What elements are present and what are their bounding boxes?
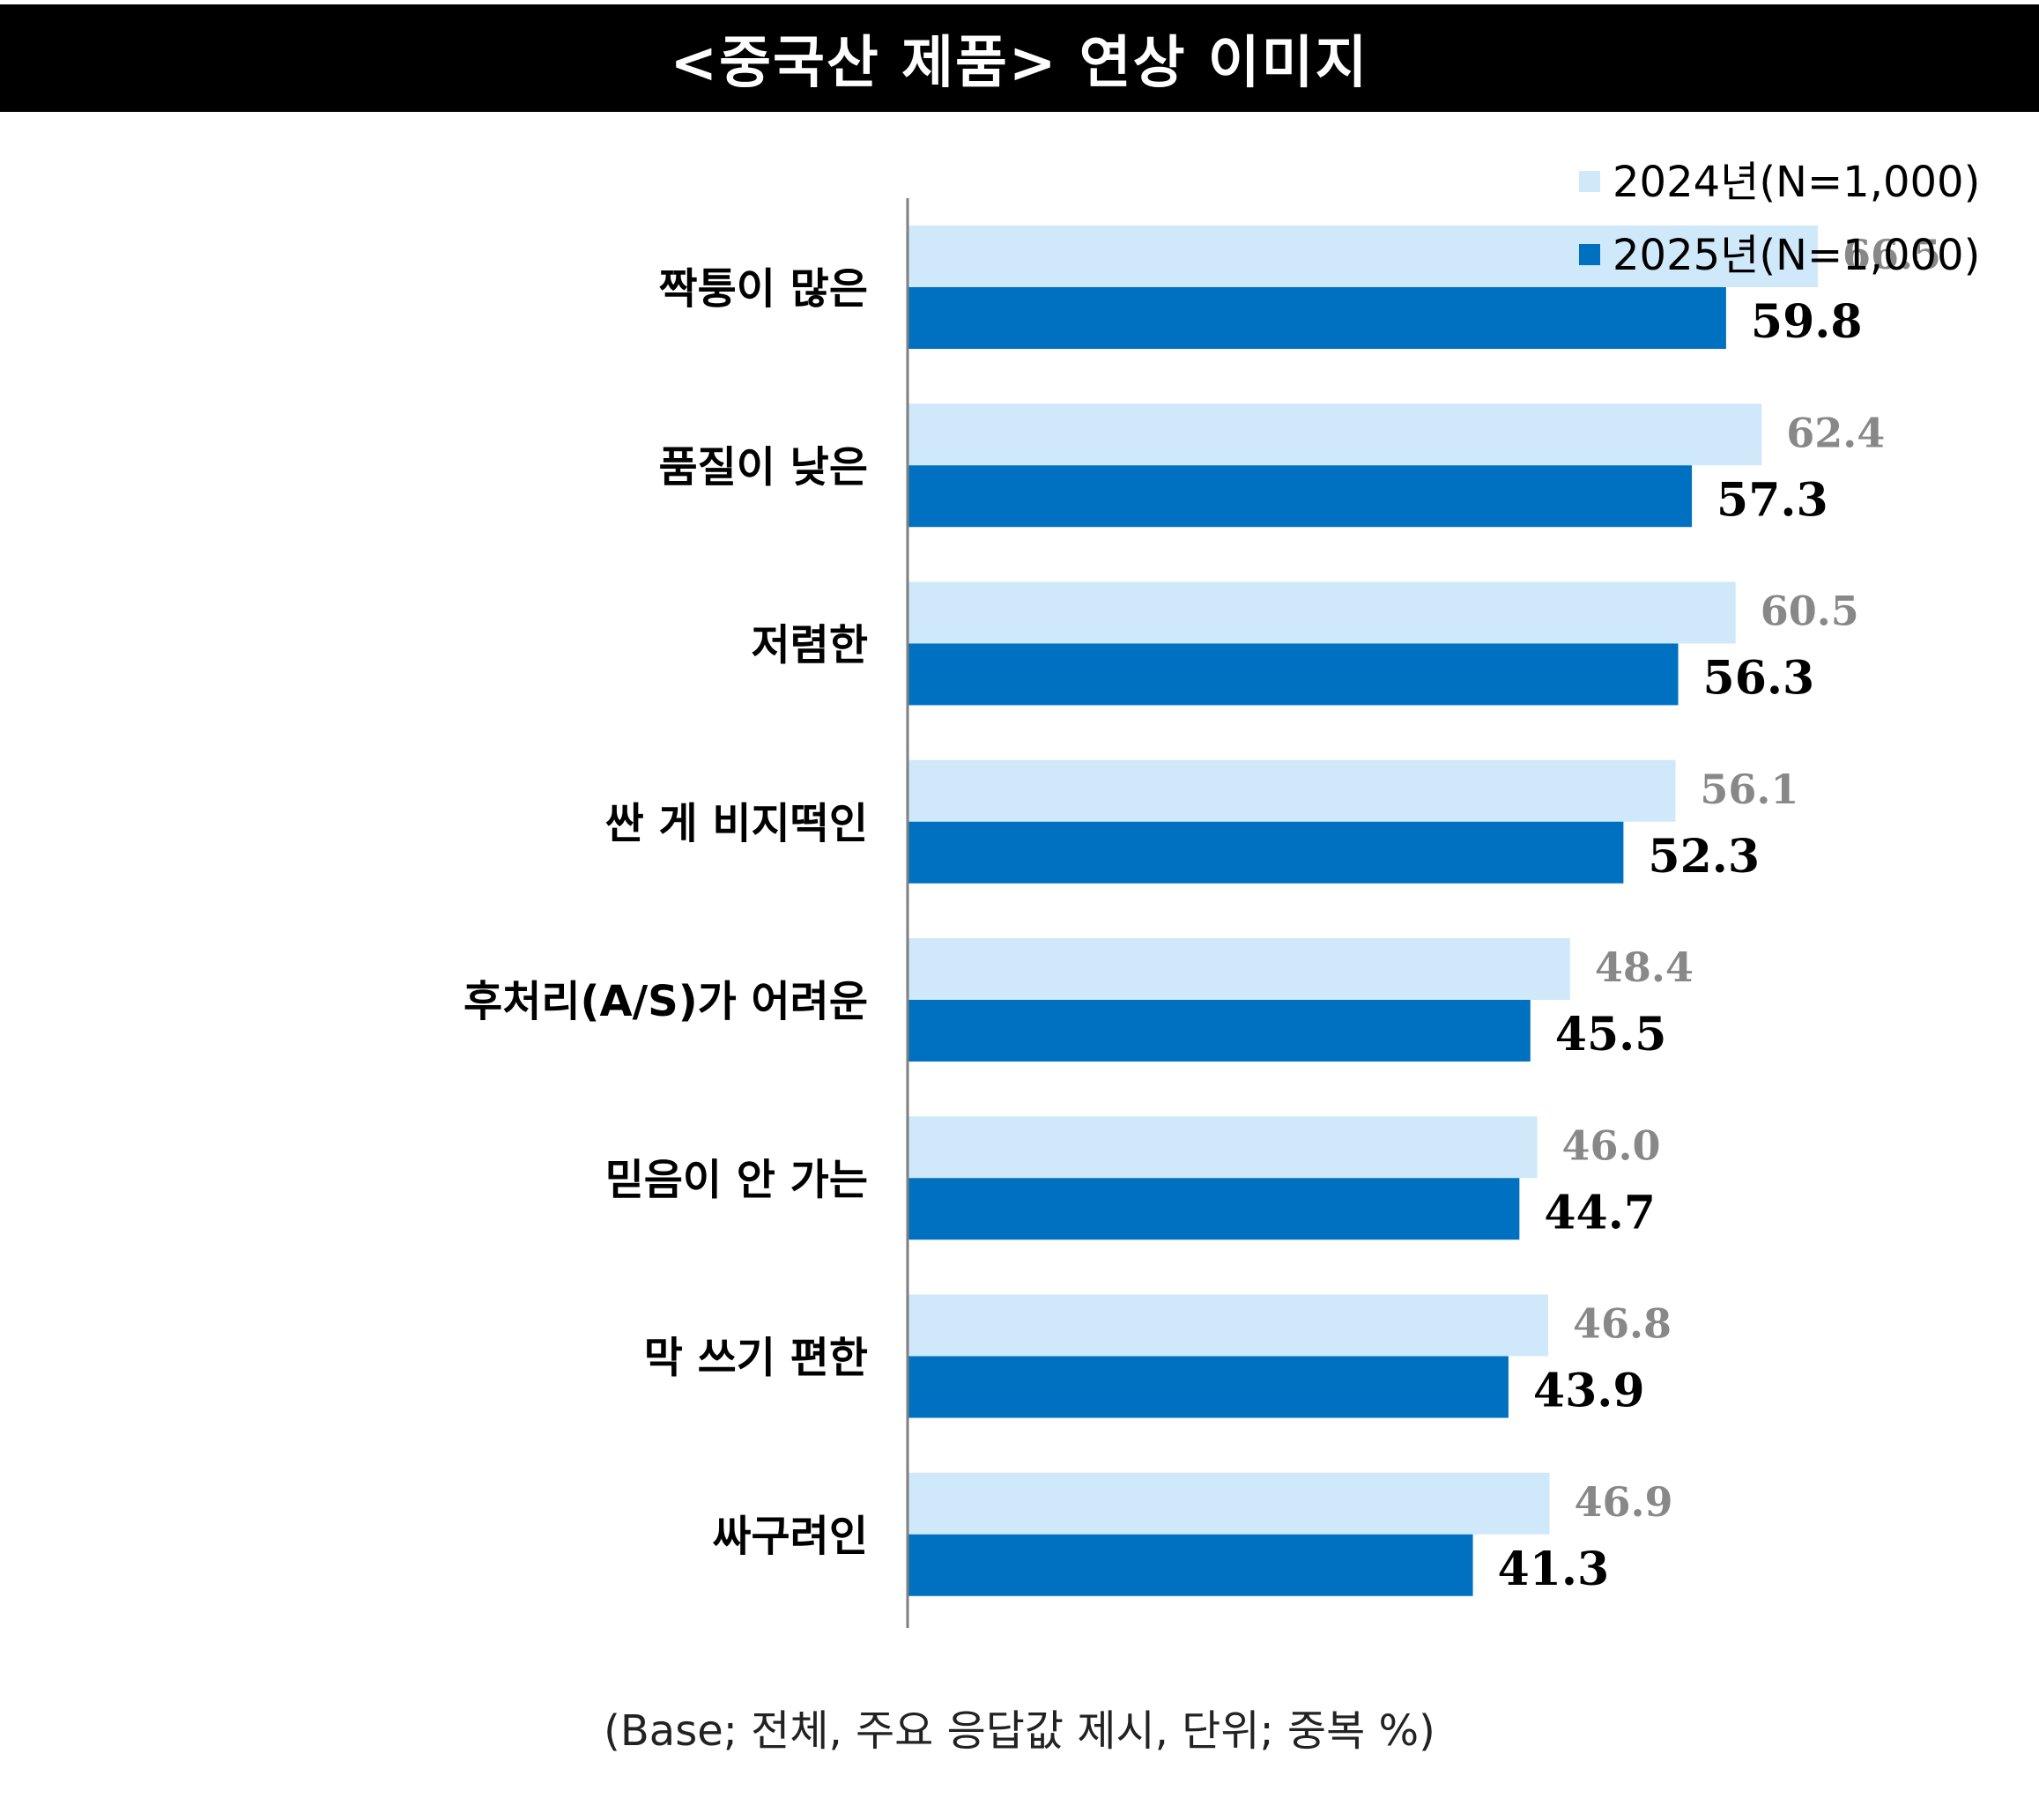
bar-2024 (908, 403, 1762, 466)
legend-swatch (1579, 171, 1600, 192)
bar-2025 (908, 465, 1693, 528)
bar-2025 (908, 1356, 1509, 1418)
data-label: 66.5 (1843, 231, 1941, 278)
bar-2025 (908, 287, 1726, 349)
footnote: (Base; 전체, 주요 응답값 제시, 단위; 중복 %) (604, 1706, 1435, 1756)
data-label: 48.4 (1595, 943, 1694, 991)
data-label: 59.8 (1751, 295, 1863, 349)
title-bar: <중국산 제품> 연상 이미지 (0, 4, 2039, 112)
chart-title: <중국산 제품> 연상 이미지 (670, 31, 1369, 96)
data-label: 56.1 (1700, 766, 1798, 813)
data-label: 46.9 (1575, 1478, 1673, 1526)
data-label: 46.8 (1573, 1300, 1672, 1348)
category-label: 후처리(A/S)가 어려운 (463, 977, 868, 1026)
bar-2025 (908, 1000, 1531, 1062)
legend-label: 2025년(N=1,000) (1613, 231, 1980, 280)
bar-2024 (908, 759, 1676, 822)
bar-2024 (908, 226, 1818, 287)
category-label: 짝퉁이 많은 (658, 264, 868, 314)
data-label: 46.0 (1562, 1121, 1661, 1169)
data-label: 56.3 (1703, 652, 1815, 706)
bar-2024 (908, 1294, 1548, 1357)
category-label: 싸구려인 (712, 1512, 868, 1561)
category-label: 막 쓰기 편한 (644, 1334, 868, 1383)
category-label: 믿음이 안 가는 (605, 1155, 868, 1204)
bar-2025 (908, 821, 1624, 884)
bar-2024 (908, 1116, 1538, 1179)
legend-swatch (1579, 244, 1600, 265)
bar-2025 (908, 1534, 1473, 1596)
data-label: 60.5 (1761, 588, 1859, 635)
bar-2024 (908, 581, 1736, 644)
legend-label: 2024년(N=1,000) (1613, 158, 1980, 207)
data-label: 62.4 (1786, 409, 1885, 456)
data-label: 44.7 (1544, 1186, 1656, 1239)
bar-2025 (908, 1178, 1520, 1240)
bar-2024 (908, 938, 1570, 1000)
data-label: 41.3 (1498, 1543, 1610, 1596)
data-label: 52.3 (1648, 830, 1760, 884)
data-label: 43.9 (1533, 1365, 1645, 1418)
bar-2025 (908, 643, 1679, 706)
category-label: 싼 게 비지떡인 (605, 799, 868, 848)
data-label: 45.5 (1555, 1008, 1667, 1062)
category-label: 저렴한 (752, 621, 868, 670)
bar-2024 (908, 1472, 1550, 1535)
data-label: 57.3 (1716, 473, 1828, 527)
category-label: 품질이 낮은 (658, 442, 868, 492)
